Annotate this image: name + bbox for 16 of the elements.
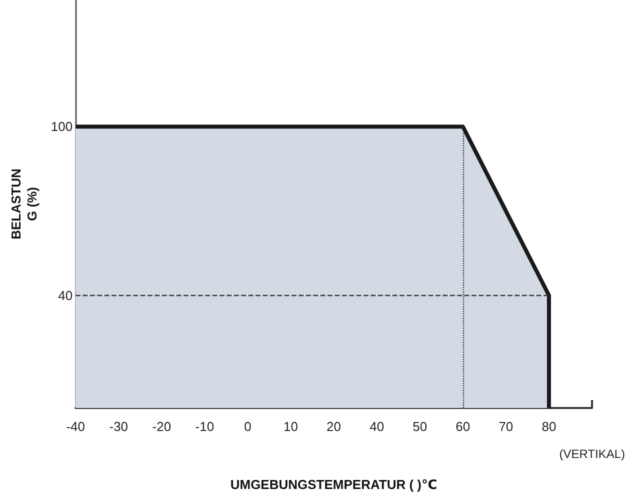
x-tick-label: 10 [284, 419, 298, 434]
x-tick-label: -40 [66, 419, 85, 434]
x-axis-title: UMGEBUNGSTEMPERATUR ( )℃ [230, 477, 438, 492]
x-tick-label: -10 [195, 419, 214, 434]
x-tick-label: -30 [109, 419, 128, 434]
x-tick-label: 60 [456, 419, 470, 434]
x-tick-label: 70 [498, 419, 514, 434]
x-tick-label: 0 [244, 419, 252, 434]
x-tick-label: 40 [370, 419, 384, 434]
x-tick-label: 80 [542, 419, 556, 434]
y-axis-title: BELASTUN G (%) [8, 168, 40, 240]
x-tick-label: 20 [326, 419, 342, 434]
x-tick-label: 50 [412, 419, 428, 434]
y-tick-label: 100 [50, 119, 73, 134]
text: (VERTIKAL) [559, 447, 626, 461]
x-tick-label: -20 [152, 419, 172, 434]
